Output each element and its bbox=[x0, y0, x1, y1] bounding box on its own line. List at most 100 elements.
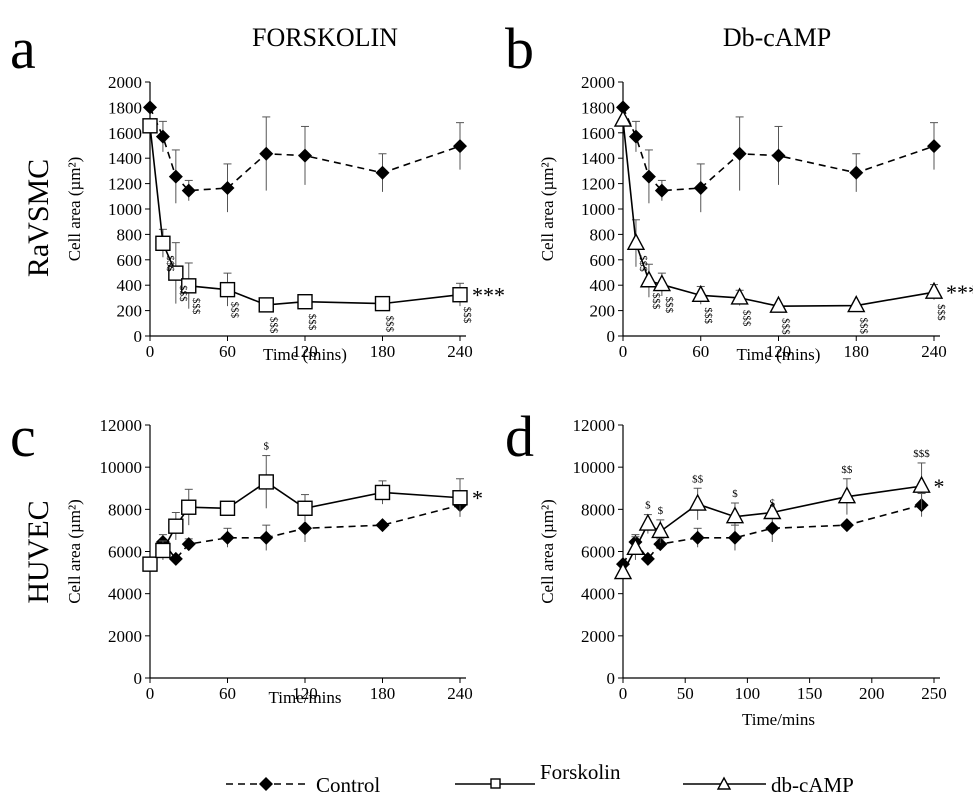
row-label-huvec: HUVEC bbox=[22, 500, 55, 603]
data-point bbox=[654, 183, 669, 198]
y-tick-label: 1600 bbox=[108, 124, 142, 143]
data-point bbox=[181, 183, 196, 198]
panel-a: a FORSKOLIN020040060080010001200140016001… bbox=[10, 16, 505, 364]
data-point bbox=[258, 297, 274, 313]
data-point bbox=[927, 139, 941, 154]
x-tick-label: 250 bbox=[921, 684, 947, 703]
y-tick-label: 4000 bbox=[581, 585, 615, 604]
significance-label: $$ bbox=[841, 464, 853, 476]
x-tick-label: 0 bbox=[146, 684, 155, 703]
legend-label-db-camp: db-cAMP bbox=[771, 773, 854, 796]
y-tick-label: 600 bbox=[117, 251, 143, 270]
data-point bbox=[374, 295, 391, 312]
significance-label: $ bbox=[658, 505, 664, 517]
data-point bbox=[220, 181, 235, 196]
y-tick-label: 1400 bbox=[581, 149, 615, 168]
data-point bbox=[155, 129, 170, 144]
significance-label: $$$ bbox=[741, 310, 753, 327]
series-control bbox=[616, 100, 941, 213]
x-tick-label: 180 bbox=[370, 342, 396, 361]
data-point bbox=[912, 475, 931, 493]
significance-label: $$$ bbox=[177, 285, 189, 302]
data-point bbox=[155, 235, 171, 251]
x-tick-label: 120 bbox=[766, 342, 792, 361]
significance-label: $$ bbox=[692, 473, 704, 485]
data-point bbox=[142, 118, 158, 134]
data-point bbox=[259, 530, 274, 545]
data-point bbox=[691, 284, 710, 303]
data-point bbox=[849, 165, 864, 180]
series-forskolin bbox=[142, 118, 468, 313]
significance-label: $$$ bbox=[267, 317, 279, 334]
data-point bbox=[626, 232, 646, 250]
data-point bbox=[640, 551, 655, 566]
data-point bbox=[638, 513, 658, 531]
series-forskolin bbox=[142, 455, 468, 572]
overall-significance: * bbox=[934, 474, 945, 499]
y-axis-label: Cell area (µm²) bbox=[65, 499, 84, 604]
data-point bbox=[839, 518, 854, 533]
x-tick-label: 0 bbox=[619, 684, 628, 703]
data-point bbox=[626, 537, 645, 556]
x-tick-label: 120 bbox=[292, 684, 318, 703]
significance-label: $$$ bbox=[190, 298, 202, 315]
data-point bbox=[297, 294, 313, 310]
significance-label: $$$ bbox=[384, 316, 396, 333]
data-point bbox=[258, 474, 274, 490]
legend-item-db-camp: db-cAMP bbox=[683, 773, 854, 796]
significance-label: $ bbox=[264, 441, 270, 453]
data-point bbox=[168, 169, 183, 184]
y-tick-label: 6000 bbox=[108, 543, 142, 562]
significance-label: $ bbox=[732, 488, 738, 500]
y-tick-label: 800 bbox=[590, 225, 616, 244]
x-tick-label: 0 bbox=[146, 342, 155, 361]
data-point bbox=[769, 295, 788, 313]
y-tick-label: 1200 bbox=[108, 175, 142, 194]
y-tick-label: 600 bbox=[590, 251, 616, 270]
y-axis-label: Cell area (µm²) bbox=[65, 157, 84, 262]
y-tick-label: 200 bbox=[117, 302, 143, 321]
diamond-marker-icon bbox=[259, 777, 273, 791]
y-tick-label: 4000 bbox=[108, 585, 142, 604]
x-tick-label: 240 bbox=[447, 684, 473, 703]
significance-label: $$$ bbox=[650, 293, 662, 310]
data-point bbox=[142, 556, 158, 572]
significance-label: $$$ bbox=[306, 314, 318, 331]
panel-title: FORSKOLIN bbox=[252, 23, 398, 52]
overall-significance: *** bbox=[946, 280, 973, 305]
data-point bbox=[765, 521, 780, 536]
data-point bbox=[652, 274, 672, 292]
legend-item-control: Control bbox=[226, 773, 380, 796]
data-point bbox=[168, 551, 183, 566]
y-tick-label: 10000 bbox=[100, 458, 143, 477]
x-tick-label: 180 bbox=[370, 684, 396, 703]
y-tick-label: 200 bbox=[590, 302, 616, 321]
significance-label: $$$ bbox=[461, 307, 473, 324]
significance-label: $ bbox=[770, 497, 776, 509]
data-point bbox=[374, 484, 391, 501]
square-marker-icon bbox=[490, 778, 501, 789]
data-point bbox=[297, 500, 313, 516]
data-point bbox=[693, 181, 708, 196]
y-tick-label: 2000 bbox=[108, 627, 142, 646]
data-point bbox=[727, 530, 742, 545]
data-point bbox=[298, 521, 312, 536]
data-point bbox=[298, 148, 312, 163]
x-tick-label: 120 bbox=[292, 342, 318, 361]
y-tick-label: 8000 bbox=[581, 500, 615, 519]
data-point bbox=[616, 100, 630, 115]
overall-significance: * bbox=[472, 486, 483, 511]
y-tick-label: 12000 bbox=[573, 416, 616, 435]
data-point bbox=[452, 490, 468, 506]
x-tick-label: 240 bbox=[447, 342, 473, 361]
y-tick-label: 2000 bbox=[581, 73, 615, 92]
x-axis-label: Time (mins) bbox=[737, 345, 821, 364]
x-tick-label: 60 bbox=[692, 342, 709, 361]
y-axis-label: Cell area (µm²) bbox=[538, 157, 557, 262]
panel-letter: a bbox=[10, 16, 36, 81]
panel-letter: c bbox=[10, 404, 36, 469]
series-db-camp bbox=[613, 462, 931, 580]
data-point bbox=[375, 165, 390, 180]
panel-letter: b bbox=[505, 16, 534, 81]
x-tick-label: 60 bbox=[219, 342, 236, 361]
